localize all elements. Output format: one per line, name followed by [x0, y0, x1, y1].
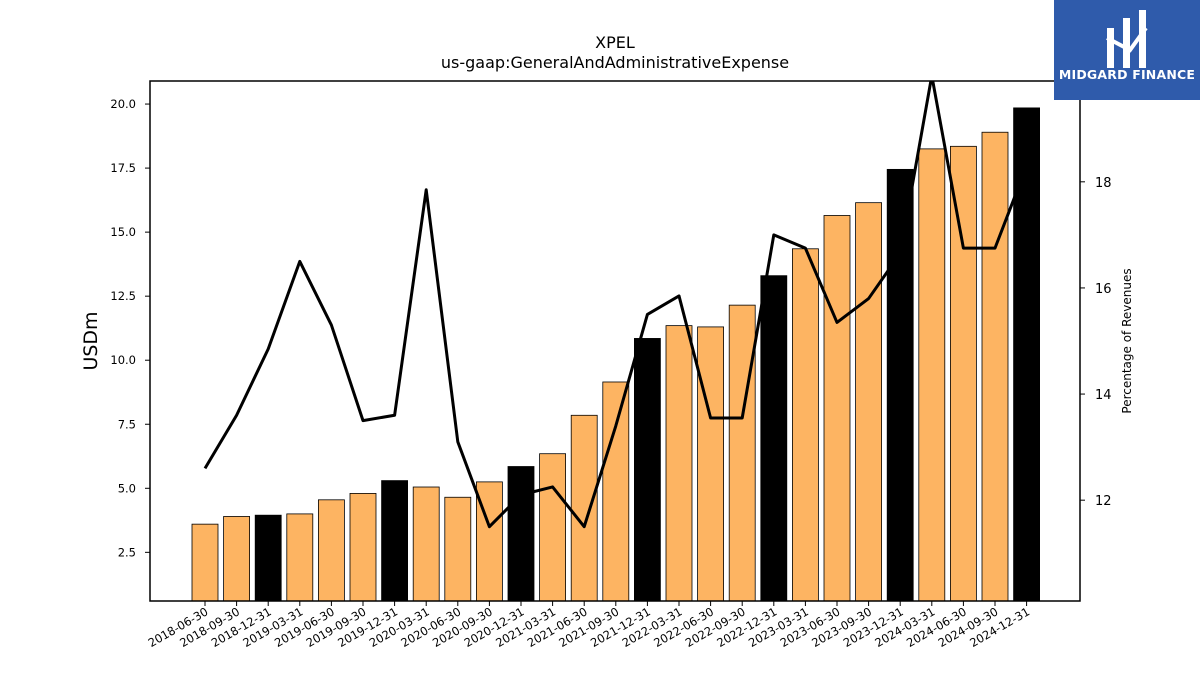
y-tick-label: 20.0 [110, 97, 136, 111]
bar [665, 325, 693, 602]
y2-tick-label: 16 [1095, 282, 1112, 297]
y-axis-label: USDm [80, 311, 102, 370]
y2-tick-label: 12 [1095, 494, 1112, 509]
bar [886, 168, 914, 602]
bar [981, 131, 1009, 602]
series-line [203, 81, 1029, 529]
bar [570, 414, 598, 602]
y-tick-label: 10.0 [110, 353, 136, 367]
y-tick-label: 15.0 [110, 225, 136, 239]
y-tick-label: 17.5 [110, 161, 136, 175]
bar [823, 215, 851, 602]
bar [539, 453, 566, 602]
y2-axis-label: Percentage of Revenues [1120, 268, 1134, 413]
bar [855, 202, 882, 602]
bar [792, 248, 819, 602]
plot-area: 2.55.07.510.012.515.017.520.012141618201… [110, 80, 1112, 650]
y-tick-label: 5.0 [118, 481, 136, 495]
y-tick-label: 2.5 [118, 545, 136, 559]
y2-tick-label: 18 [1095, 176, 1112, 191]
bar [254, 514, 282, 602]
bar [444, 496, 472, 602]
bar [1013, 107, 1040, 602]
y2-tick-label: 14 [1095, 388, 1112, 403]
logo-mark-icon [1106, 10, 1148, 68]
bar [950, 145, 977, 602]
bar [317, 499, 345, 602]
chart-title: XPEL [595, 33, 635, 52]
bar [918, 148, 946, 602]
bar [381, 480, 409, 602]
bar [286, 513, 314, 602]
bar [760, 275, 788, 602]
bar [349, 493, 377, 602]
bar [507, 466, 535, 602]
y-tick-label: 12.5 [110, 289, 136, 303]
bar [191, 523, 219, 602]
plot-frame [149, 80, 1081, 602]
bar [602, 381, 630, 602]
bar [634, 338, 661, 602]
chart-subtitle: us-gaap:GeneralAndAdministrativeExpense [441, 53, 789, 72]
logo-text: MIDGARD FINANCE [1058, 67, 1196, 82]
y-tick-label: 7.5 [118, 417, 136, 431]
brand-logo: MIDGARD FINANCE [1054, 0, 1200, 100]
bar [223, 516, 251, 602]
bar [728, 304, 756, 602]
bar [697, 326, 724, 602]
bar [412, 486, 440, 602]
